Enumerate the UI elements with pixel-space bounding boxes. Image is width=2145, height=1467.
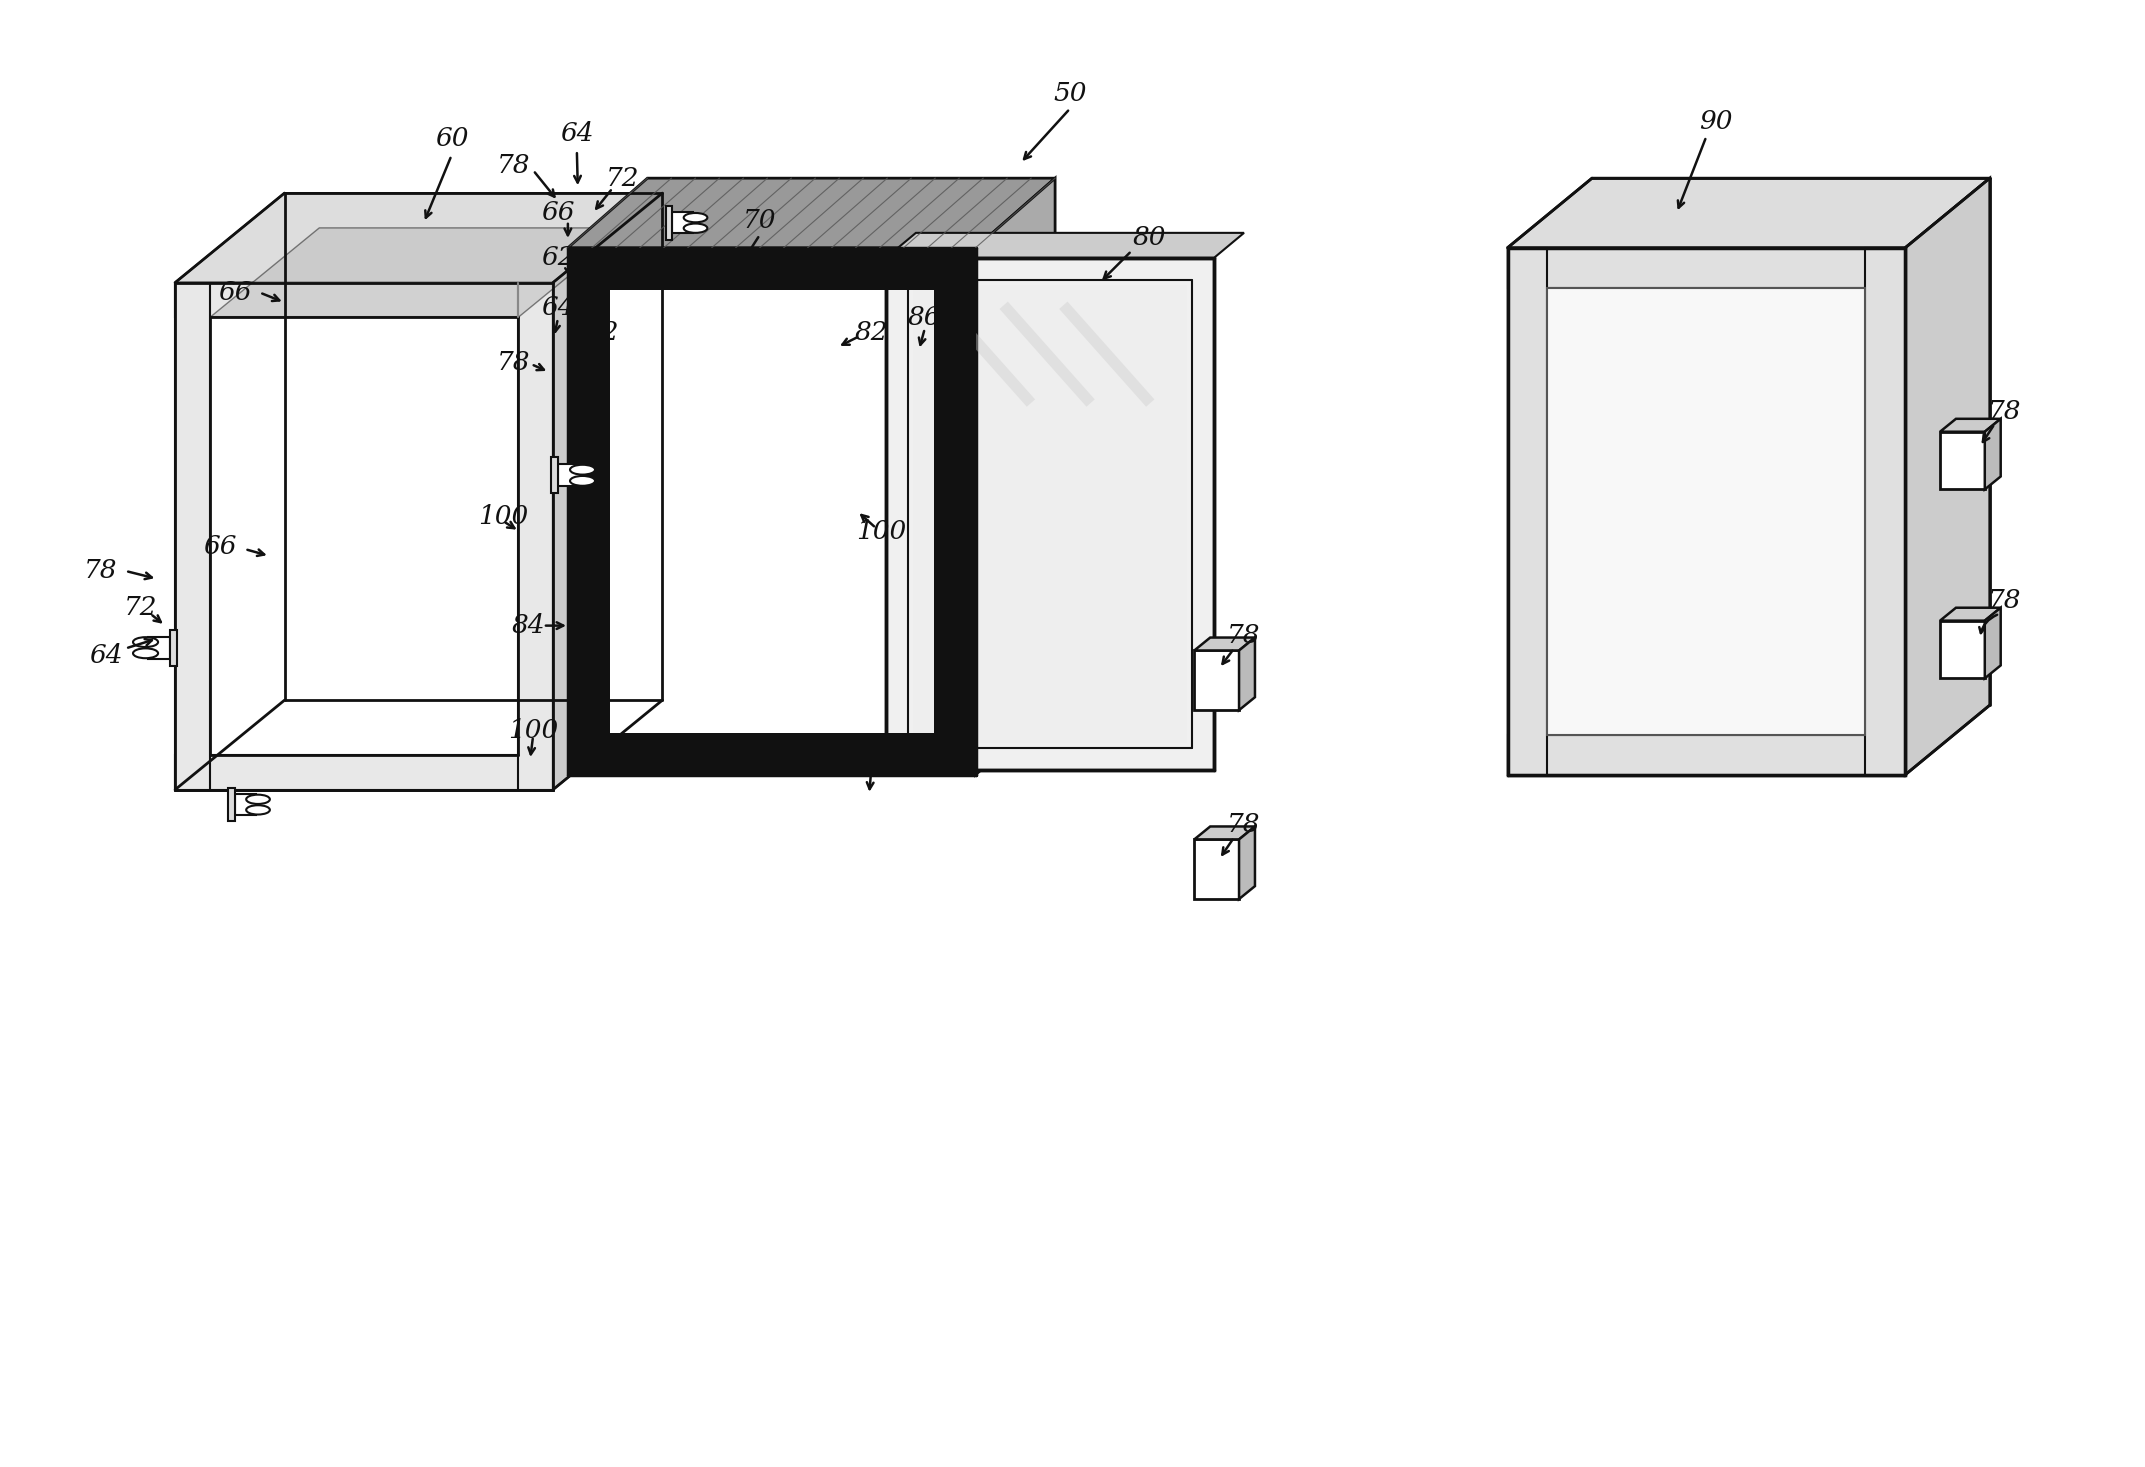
Polygon shape [1939,621,1984,678]
Polygon shape [671,213,693,233]
Polygon shape [1939,418,2001,431]
Polygon shape [176,756,553,789]
Polygon shape [1905,178,1991,775]
Polygon shape [230,788,234,822]
Ellipse shape [684,213,708,223]
Polygon shape [176,283,553,317]
Text: 86: 86 [907,305,942,330]
Ellipse shape [133,648,159,659]
Text: 84: 84 [511,613,545,638]
Polygon shape [551,458,558,493]
Polygon shape [519,283,553,789]
Text: 100: 100 [478,503,528,528]
Polygon shape [1195,826,1255,839]
Ellipse shape [571,475,594,486]
Bar [914,285,1188,742]
Polygon shape [1984,418,2001,490]
Ellipse shape [133,637,159,647]
Text: 72: 72 [605,166,639,191]
Polygon shape [1195,638,1255,650]
Text: 64: 64 [541,295,575,320]
Polygon shape [568,248,976,289]
Polygon shape [553,194,663,789]
Polygon shape [1547,288,1866,735]
Text: 60: 60 [435,126,468,151]
Text: 64: 64 [88,643,122,667]
Polygon shape [1508,178,1991,248]
Text: 78: 78 [84,559,118,584]
Text: 100: 100 [508,717,558,742]
Text: 82: 82 [854,320,888,345]
Polygon shape [933,248,976,775]
Polygon shape [148,637,169,659]
Text: 50: 50 [1053,81,1088,106]
Polygon shape [234,794,255,816]
Polygon shape [210,227,628,317]
Ellipse shape [571,465,594,475]
Text: 64: 64 [560,120,594,145]
Polygon shape [1866,248,1905,775]
Polygon shape [568,248,976,775]
Text: 66: 66 [204,534,236,559]
Polygon shape [169,629,176,666]
Polygon shape [1195,839,1240,899]
Text: 82: 82 [665,742,699,767]
Polygon shape [1240,826,1255,899]
Polygon shape [976,178,1055,775]
Text: 78: 78 [1988,588,2021,613]
Text: 100: 100 [785,266,834,290]
Polygon shape [1984,607,2001,678]
Polygon shape [568,248,609,775]
Polygon shape [568,734,976,775]
Ellipse shape [247,805,270,814]
Polygon shape [1508,735,1905,775]
Polygon shape [886,258,1214,770]
Text: 72: 72 [124,596,157,621]
Text: 100: 100 [856,519,905,544]
Polygon shape [176,194,663,283]
Text: 70: 70 [742,208,776,233]
Polygon shape [176,283,210,789]
Polygon shape [665,205,671,239]
Polygon shape [1195,650,1240,710]
Text: 66: 66 [541,201,575,226]
Polygon shape [1508,248,1905,775]
Text: 78: 78 [495,349,530,374]
Text: 78: 78 [1227,623,1261,648]
Polygon shape [176,283,553,789]
Polygon shape [886,233,1244,258]
Ellipse shape [684,223,708,233]
Polygon shape [1939,607,2001,621]
Text: 80: 80 [1133,226,1167,251]
Ellipse shape [247,795,270,804]
Text: 62: 62 [541,245,575,270]
Polygon shape [1508,248,1547,775]
Polygon shape [1240,638,1255,710]
Text: 72: 72 [586,320,620,345]
Text: 78: 78 [1227,811,1261,838]
Polygon shape [1939,431,1984,490]
Text: 86: 86 [854,747,888,772]
Polygon shape [1508,248,1905,288]
Polygon shape [558,464,581,487]
Text: 78: 78 [495,153,530,178]
Text: 66: 66 [219,280,251,305]
Text: 78: 78 [1988,399,2021,424]
Text: 90: 90 [1699,109,1733,133]
Polygon shape [568,178,1055,248]
